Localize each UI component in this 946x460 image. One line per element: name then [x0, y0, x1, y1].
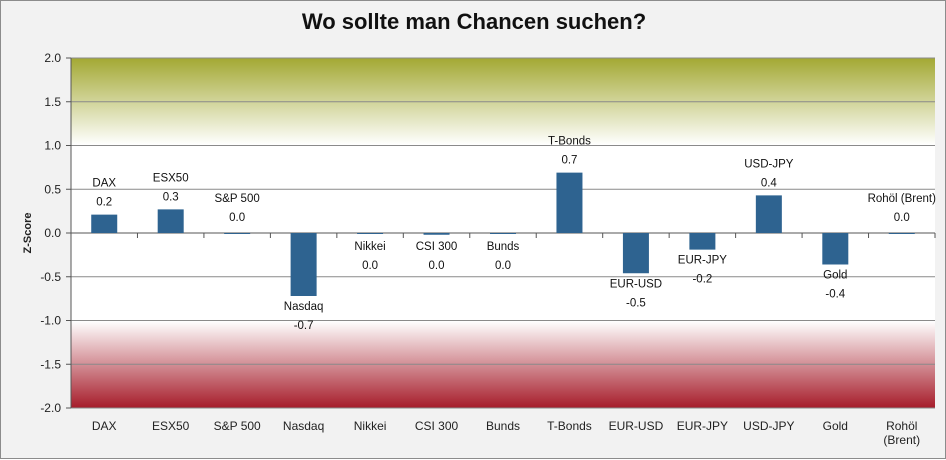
y-tick-label: 1.0 [44, 139, 61, 153]
y-tick-label: 0.0 [44, 226, 61, 240]
y-tick-label: 2.0 [44, 51, 61, 65]
data-label-name: S&P 500 [215, 193, 260, 205]
bar [755, 195, 782, 233]
data-label-name: DAX [92, 178, 116, 190]
bar [357, 233, 384, 234]
bar [822, 233, 849, 265]
data-label-name: Rohöl (Brent) [868, 193, 937, 205]
data-label-name: USD-JPY [744, 158, 794, 170]
y-axis-label: Z-Score [22, 213, 34, 254]
data-label-value: 0.3 [163, 191, 179, 203]
y-tick-label: 0.5 [44, 182, 61, 196]
data-label-name: EUR-JPY [678, 255, 728, 267]
bar [423, 233, 450, 235]
x-tick-label: Gold [823, 419, 848, 433]
bar [490, 233, 516, 234]
x-tick-label: Nikkei [354, 419, 387, 433]
data-label-name: T-Bonds [548, 136, 591, 148]
data-label-value: 0.4 [761, 177, 778, 189]
data-label-name: Nikkei [354, 241, 385, 253]
x-tick-label: Rohöl (Brent) [883, 419, 920, 447]
x-tick-label: EUR-USD [609, 419, 664, 433]
y-tick-label: -2.0 [40, 401, 61, 415]
data-label-name: Nasdaq [284, 301, 324, 313]
data-label-value: -0.5 [626, 297, 646, 309]
data-label-value: 0.7 [561, 155, 577, 167]
bar [157, 209, 184, 233]
x-tick-label: ESX50 [152, 419, 190, 433]
x-tick-label: EUR-JPY [677, 419, 728, 433]
x-tick-label: CSI 300 [415, 419, 459, 433]
bar [622, 233, 649, 274]
x-tick-label: Nasdaq [283, 419, 324, 433]
y-tick-label: 1.5 [44, 95, 61, 109]
data-label-value: -0.2 [692, 274, 712, 286]
data-label-value: 0.0 [229, 212, 245, 224]
bar [888, 233, 915, 234]
data-label-value: 0.0 [429, 260, 445, 272]
data-label-name: EUR-USD [610, 278, 662, 290]
y-tick-label: -1.0 [40, 314, 61, 328]
data-label-name: ESX50 [153, 172, 189, 184]
bar [91, 214, 118, 233]
bar [689, 233, 716, 250]
y-tick-label: -0.5 [40, 270, 61, 284]
x-tick-label: Bunds [486, 419, 520, 433]
bar [224, 233, 251, 234]
x-tick-label: USD-JPY [743, 419, 794, 433]
bar [290, 233, 317, 296]
data-label-value: 0.0 [894, 212, 910, 224]
data-label-name: CSI 300 [416, 241, 458, 253]
data-label-value: -0.4 [825, 289, 845, 301]
bar [556, 172, 583, 233]
x-tick-label: T-Bonds [547, 419, 592, 433]
x-tick-label: DAX [92, 419, 117, 433]
x-tick-label: S&P 500 [214, 419, 261, 433]
data-label-value: -0.7 [294, 320, 314, 332]
data-label-name: Bunds [487, 241, 520, 253]
data-label-value: 0.0 [362, 260, 378, 272]
y-tick-label: -1.5 [40, 357, 61, 371]
data-label-value: 0.2 [96, 197, 112, 209]
chart-title: Wo sollte man Chancen suchen? [301, 9, 647, 34]
data-label-value: 0.0 [495, 260, 511, 272]
data-label-name: Gold [823, 270, 847, 282]
